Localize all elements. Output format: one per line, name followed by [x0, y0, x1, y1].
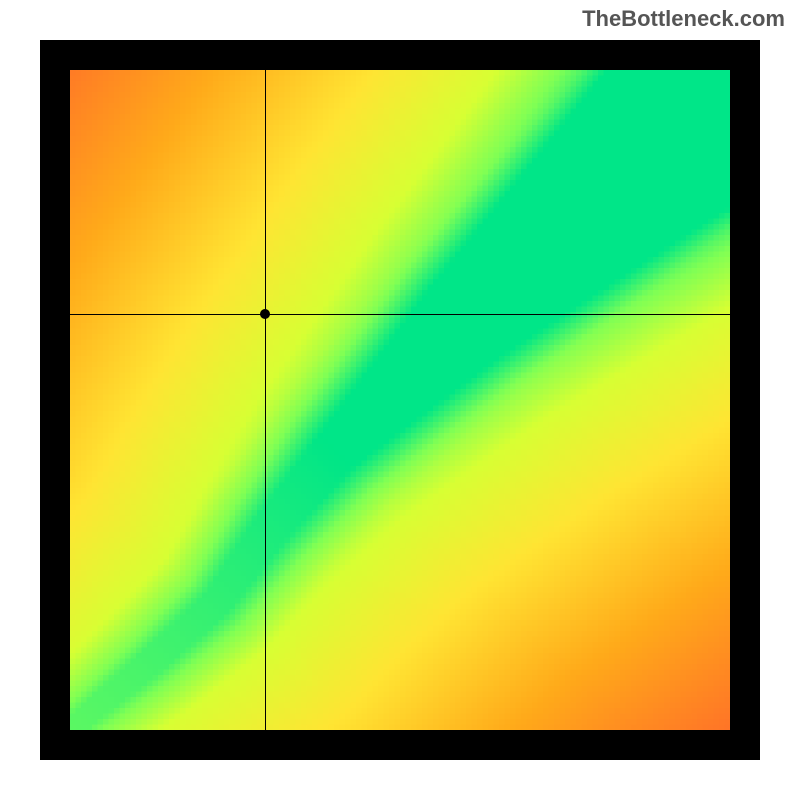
- chart-frame: [40, 40, 760, 760]
- watermark-text: TheBottleneck.com: [582, 6, 785, 32]
- heatmap-canvas: [70, 70, 730, 730]
- crosshair-vertical: [265, 70, 266, 730]
- crosshair-marker: [260, 309, 270, 319]
- crosshair-horizontal: [70, 314, 730, 315]
